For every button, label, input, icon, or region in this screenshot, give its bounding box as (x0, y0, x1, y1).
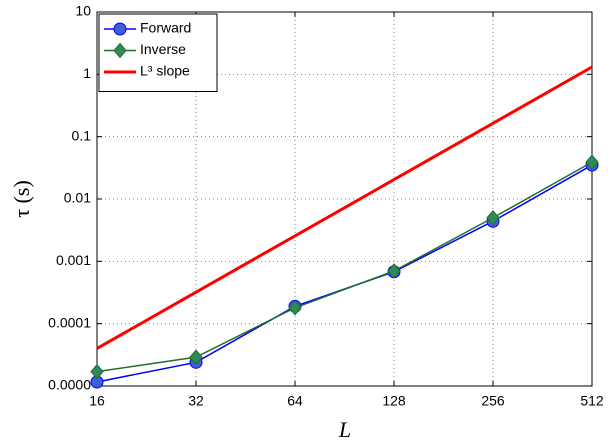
series-line (96, 161, 593, 373)
y-tick-label: 1 (83, 65, 91, 81)
y-tick-label: 0.1 (72, 127, 92, 143)
x-tick-label: 64 (287, 393, 303, 409)
legend-label: L³ slope (140, 63, 190, 79)
y-axis-label: τ (s) (9, 180, 34, 218)
y-tick-label: 0.0000 (48, 377, 91, 393)
y-tick-label: 0.001 (56, 252, 91, 268)
legend-marker (113, 42, 127, 59)
x-tick-label: 32 (188, 393, 204, 409)
x-axis-label: L (338, 417, 351, 442)
legend-label: Inverse (140, 41, 186, 57)
plot-frame (96, 11, 593, 387)
x-tick-label: 256 (481, 393, 505, 409)
marker (585, 154, 599, 170)
x-tick-label: 512 (580, 393, 604, 409)
marker (387, 263, 401, 279)
marker (90, 363, 104, 380)
y-tick-label: 0.01 (64, 190, 91, 206)
legend-label: Forward (140, 20, 191, 36)
marker (189, 349, 203, 365)
x-tick-label: 16 (89, 393, 105, 409)
x-tick-label: 128 (382, 393, 406, 409)
marker (288, 299, 302, 316)
legend-marker (113, 22, 127, 36)
marker (486, 209, 500, 226)
y-tick-label: 0.0001 (48, 314, 91, 330)
series-line (96, 65, 593, 350)
y-tick-label: 10 (75, 3, 91, 19)
